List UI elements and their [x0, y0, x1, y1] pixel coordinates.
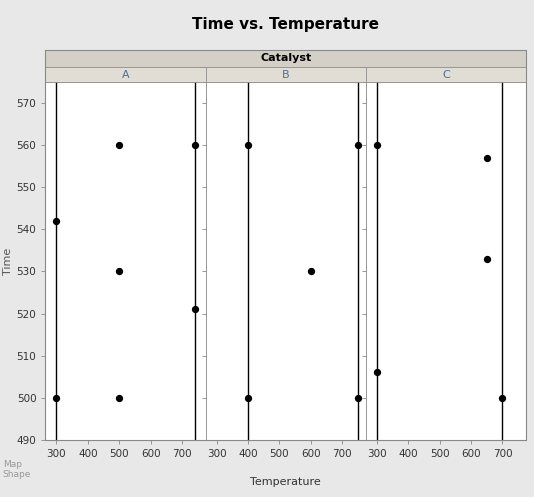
Point — [482, 255, 491, 263]
Point — [115, 141, 123, 149]
Point — [115, 267, 123, 275]
Text: Time: Time — [3, 248, 13, 274]
Point — [244, 394, 252, 402]
Point — [482, 154, 491, 162]
Point — [190, 305, 199, 313]
Point — [52, 217, 61, 225]
Text: B: B — [282, 70, 289, 80]
Point — [373, 368, 381, 376]
Point — [373, 141, 381, 149]
Point — [115, 394, 123, 402]
Point — [354, 394, 362, 402]
Text: Map
Shape: Map Shape — [3, 460, 31, 480]
Point — [244, 141, 252, 149]
Text: Time vs. Temperature: Time vs. Temperature — [192, 17, 379, 32]
Point — [52, 394, 61, 402]
Point — [307, 267, 315, 275]
Text: Temperature: Temperature — [250, 477, 321, 487]
Point — [354, 141, 362, 149]
Text: C: C — [442, 70, 450, 80]
Point — [498, 394, 507, 402]
Text: A: A — [122, 70, 129, 80]
Point — [190, 141, 199, 149]
Text: Catalyst: Catalyst — [260, 53, 311, 64]
